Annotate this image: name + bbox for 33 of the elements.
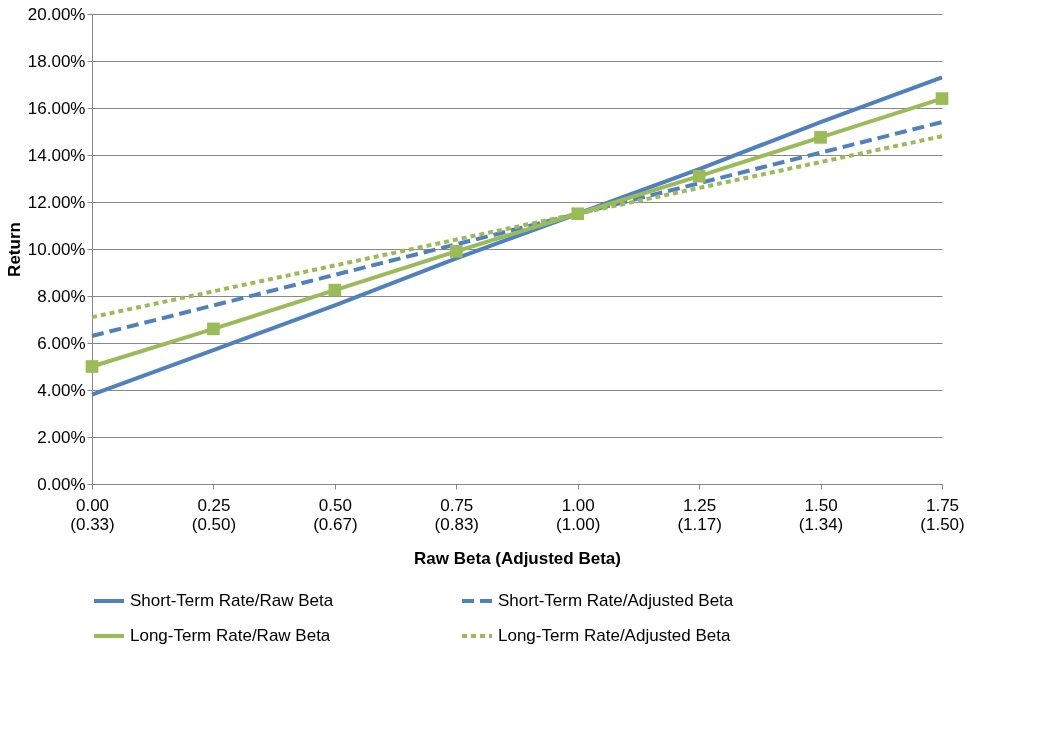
x-axis-title: Raw Beta (Adjusted Beta): [414, 548, 621, 568]
point: [328, 283, 342, 297]
point: [207, 322, 220, 336]
point: [571, 207, 585, 221]
point: [814, 131, 827, 144]
x-tick-label: 1.25 (1.17): [677, 495, 722, 534]
y-tick-label: 12.00%: [27, 192, 86, 212]
y-tick-label: 16.00%: [27, 98, 86, 118]
x-tick-label: 0.75 (0.83): [434, 495, 479, 534]
x-tick-label: 0.25 (0.50): [191, 495, 237, 534]
y-tick-label: 4.00%: [37, 380, 86, 400]
y-axis-title: Return: [4, 222, 24, 277]
x-tick-label: 1.50 (1.34): [798, 495, 844, 534]
y-tick-label: 8.00%: [37, 286, 86, 306]
legend-label: Short-Term Rate/Raw Beta: [130, 591, 334, 610]
y-tick-label: 6.00%: [37, 333, 86, 353]
y-tick-label: 14.00%: [27, 145, 86, 165]
x-tick-label: 1.75 (1.50): [920, 495, 965, 534]
y-tick-label: 2.00%: [37, 427, 86, 447]
point: [85, 360, 99, 373]
x-tick-label: 0.00 (0.33): [70, 495, 115, 534]
y-tick-label: 0.00%: [37, 474, 86, 494]
x-tick-label: 0.50 (0.67): [313, 495, 358, 534]
y-tick-label: 20.00%: [27, 4, 86, 24]
point: [935, 92, 949, 105]
legend-label: Short-Term Rate/Adjusted Beta: [498, 591, 734, 610]
legend-label: Long-Term Rate/Adjusted Beta: [498, 626, 732, 645]
y-tick-label: 18.00%: [27, 51, 86, 71]
legend-label: Long-Term Rate/Raw Beta: [130, 626, 331, 645]
x-tick-label: 1.00 (1.00): [556, 495, 601, 534]
y-tick-label: 10.00%: [27, 239, 86, 259]
point: [692, 169, 706, 183]
point: [449, 245, 463, 258]
